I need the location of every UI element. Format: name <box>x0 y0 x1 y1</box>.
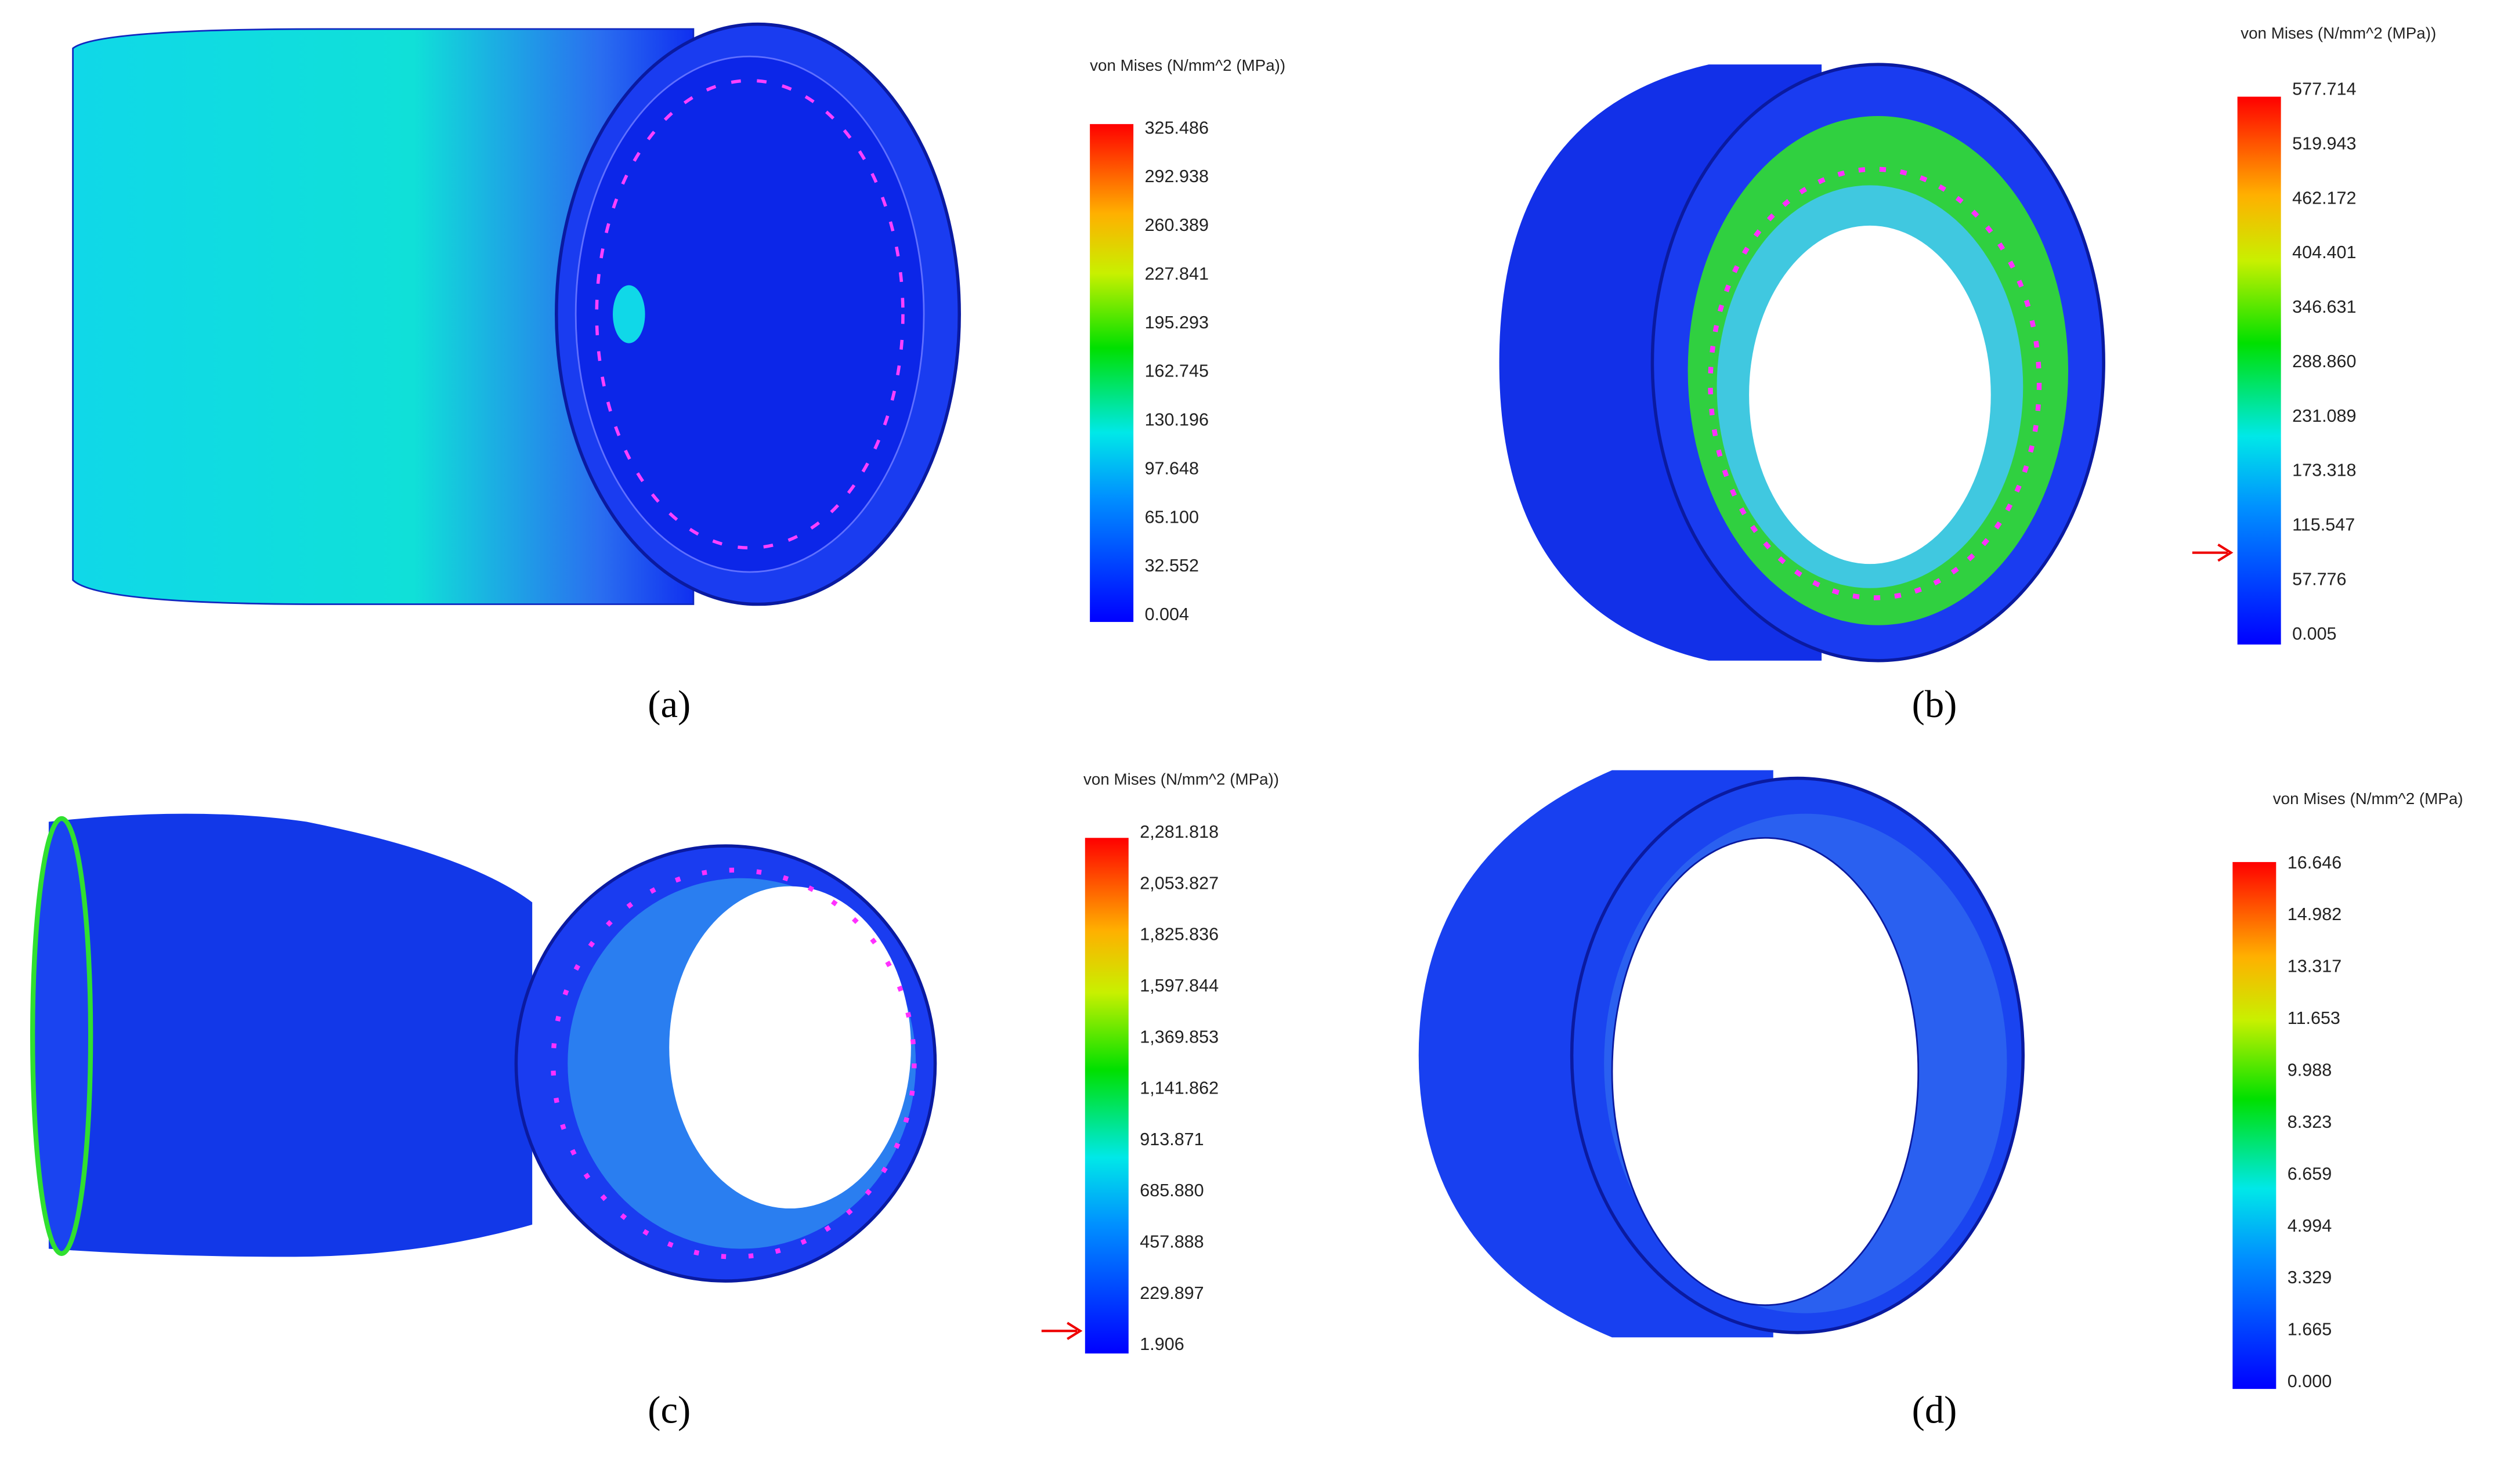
panel-caption: (d) <box>1912 1389 1957 1431</box>
legend-tick-label: 325.486 <box>1145 118 1209 137</box>
indicator-arrow <box>1041 1322 1083 1340</box>
legend-tick-label: 1,825.836 <box>1140 925 1219 944</box>
legend-tick-label: 16.646 <box>2288 853 2341 873</box>
colorbar <box>1090 124 1134 622</box>
colorbar <box>2237 96 2281 645</box>
model-d <box>1418 770 2025 1338</box>
legend-tick-label: 288.860 <box>2292 352 2356 371</box>
legend-title: von Mises (N/mm^2 (MPa)) <box>1090 56 1285 74</box>
legend-tick-label: 1,597.844 <box>1140 976 1219 996</box>
legend-tick-label: 2,053.827 <box>1140 873 1219 893</box>
legend-tick-label: 0.000 <box>2288 1371 2332 1391</box>
legend-tick-label: 3.329 <box>2288 1268 2332 1287</box>
legend-tick-label: 4.994 <box>2288 1216 2332 1236</box>
legend-tick-label: 1,369.853 <box>1140 1027 1219 1047</box>
model-b <box>1499 63 2105 663</box>
legend-tick-label: 173.318 <box>2292 461 2356 480</box>
legend-title: von Mises (N/mm^2 (MPa)) <box>2241 24 2436 42</box>
model-c <box>30 813 937 1283</box>
legend-tick-label: 14.982 <box>2288 904 2341 924</box>
legend-tick-label: 260.389 <box>1145 215 1209 235</box>
model-a <box>72 22 961 606</box>
legend-tick-label: 231.089 <box>2292 406 2356 426</box>
legend-tick-label: 457.888 <box>1140 1232 1204 1252</box>
indicator-arrow <box>2192 544 2234 562</box>
legend-tick-label: 2,281.818 <box>1140 822 1219 842</box>
legend-tick-label: 195.293 <box>1145 313 1209 332</box>
legend-tick-label: 1,141.862 <box>1140 1078 1219 1098</box>
legend-tick-label: 57.776 <box>2292 569 2346 589</box>
legend-title: von Mises (N/mm^2 (MPa) <box>2273 790 2463 808</box>
legend-tick-label: 292.938 <box>1145 167 1209 186</box>
legend-tick-label: 11.653 <box>2288 1008 2340 1028</box>
legend-tick-label: 519.943 <box>2292 133 2356 153</box>
legend-tick-label: 9.988 <box>2288 1060 2332 1080</box>
legend-tick-label: 404.401 <box>2292 242 2356 262</box>
legend-tick-label: 913.871 <box>1140 1130 1204 1149</box>
legend-tick-label: 1.906 <box>1140 1334 1184 1354</box>
panel-caption: (b) <box>1912 683 1957 726</box>
legend-tick-label: 115.547 <box>2292 515 2355 535</box>
legend-tick-label: 65.100 <box>1145 507 1199 527</box>
legend-tick-label: 6.659 <box>2288 1164 2332 1183</box>
legend-tick-label: 97.648 <box>1145 458 1199 478</box>
legend-tick-label: 577.714 <box>2292 79 2356 99</box>
legend-tick-label: 1.665 <box>2288 1320 2332 1340</box>
legend-tick-label: 8.323 <box>2288 1112 2332 1132</box>
colorbar <box>1085 838 1129 1354</box>
legend-tick-label: 0.004 <box>1145 605 1189 624</box>
panel-caption: (a) <box>648 683 691 726</box>
legend-tick-label: 685.880 <box>1140 1181 1204 1200</box>
legend-tick-label: 162.745 <box>1145 361 1209 381</box>
legend-tick-label: 32.552 <box>1145 556 1199 575</box>
legend-tick-label: 229.897 <box>1140 1283 1204 1303</box>
colorbar <box>2232 862 2276 1389</box>
legend-tick-label: 462.172 <box>2292 188 2356 208</box>
legend-tick-label: 13.317 <box>2288 957 2341 976</box>
legend-tick-label: 346.631 <box>2292 297 2356 317</box>
panel-caption: (c) <box>648 1389 691 1431</box>
legend-tick-label: 130.196 <box>1145 410 1209 430</box>
legend-title: von Mises (N/mm^2 (MPa)) <box>1083 770 1279 788</box>
legend-tick-label: 0.005 <box>2292 624 2336 643</box>
legend-tick-label: 227.841 <box>1145 264 1209 284</box>
